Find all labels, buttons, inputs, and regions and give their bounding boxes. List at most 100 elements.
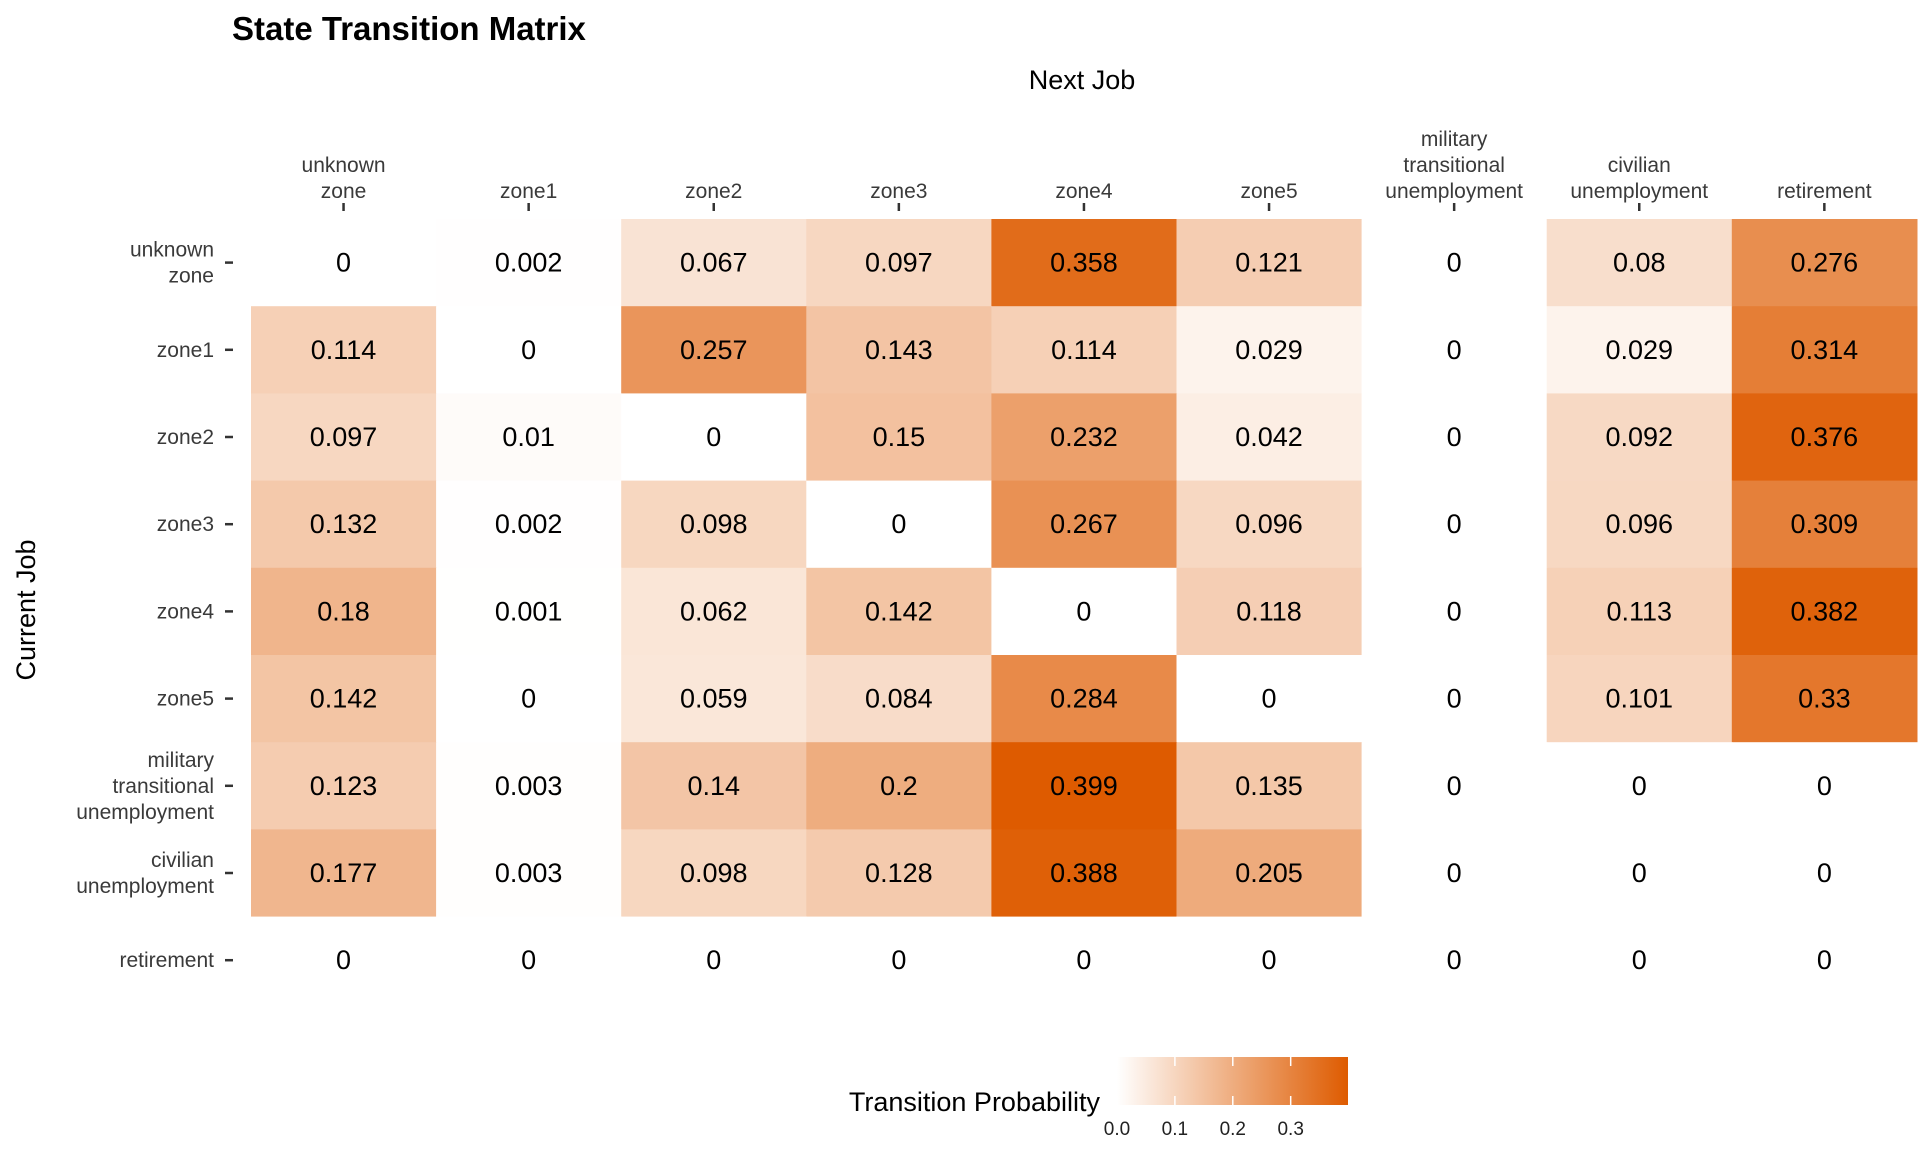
heatmap-cell — [436, 742, 622, 830]
heatmap-cell — [806, 742, 992, 830]
cell-value-label: 0 — [336, 945, 351, 975]
cell-value-label: 0 — [1447, 596, 1462, 626]
cell-value-label: 0 — [1817, 858, 1832, 888]
cell-value-label: 0.062 — [680, 596, 748, 626]
cell-value-label: 0 — [1076, 596, 1091, 626]
y-tick-label: military transitional unemployment — [76, 749, 214, 824]
y-tick-label: zone4 — [157, 600, 215, 623]
heatmap-cell — [806, 655, 992, 743]
heatmap-cell — [1546, 655, 1733, 743]
heatmap-cell — [1176, 742, 1363, 830]
cell-value-label: 0 — [891, 509, 906, 539]
heatmap-cell — [991, 916, 1178, 1005]
heatmap-cell — [1176, 567, 1363, 656]
cell-value-label: 0.276 — [1791, 248, 1859, 278]
cell-value-label: 0.135 — [1235, 771, 1303, 801]
heatmap-cell — [1176, 829, 1363, 918]
heatmap-cell — [251, 742, 437, 830]
cell-value-label: 0.382 — [1791, 596, 1859, 626]
heatmap-cell — [251, 219, 437, 307]
cell-value-label: 0.01 — [502, 422, 555, 452]
heatmap-cell — [1176, 306, 1363, 394]
heatmap-cell — [991, 829, 1178, 918]
heatmap-cell — [1731, 829, 1918, 918]
cell-value-label: 0.309 — [1791, 509, 1859, 539]
x-tick-label: zone5 — [1240, 180, 1297, 203]
heatmap-cell — [436, 393, 622, 482]
heatmap-cell — [991, 655, 1178, 743]
cell-value-label: 0.33 — [1798, 684, 1851, 714]
cell-value-label: 0.132 — [310, 509, 378, 539]
cell-value-label: 0.142 — [310, 684, 378, 714]
heatmap-cell — [1731, 567, 1918, 656]
cell-value-label: 0 — [1447, 684, 1462, 714]
cell-value-label: 0.097 — [865, 248, 933, 278]
heatmap-cell — [1546, 219, 1733, 307]
heatmap-cell — [1731, 916, 1918, 1005]
cell-value-label: 0.121 — [1235, 248, 1303, 278]
heatmap-cell — [1731, 219, 1918, 307]
heatmap-cell — [806, 567, 992, 656]
x-tick-label: zone3 — [870, 180, 927, 203]
cell-value-label: 0.2 — [880, 771, 918, 801]
cell-value-label: 0 — [336, 248, 351, 278]
x-tick-label: retirement — [1777, 180, 1872, 203]
heatmap-cell — [251, 916, 437, 1005]
x-tick-label: unknown zone — [302, 154, 386, 203]
cell-value-label: 0 — [1447, 771, 1462, 801]
y-tick-label: zone3 — [157, 513, 214, 536]
heatmap-cell — [251, 480, 437, 569]
x-tick-label: zone4 — [1055, 180, 1113, 203]
legend: Transition Probability 0.0 0.1 0.2 0.3 — [849, 1057, 1348, 1140]
cell-value-label: 0.098 — [680, 509, 748, 539]
cell-value-label: 0 — [521, 945, 536, 975]
heatmap-cell — [436, 219, 622, 307]
legend-tick-label: 0.0 — [1104, 1119, 1130, 1140]
heatmap-cell — [1176, 655, 1363, 743]
heatmap-cell — [251, 393, 437, 482]
cell-value-label: 0 — [1817, 945, 1832, 975]
cell-value-label: 0.113 — [1606, 596, 1672, 626]
y-tick-label: zone2 — [157, 426, 214, 449]
cell-value-label: 0.18 — [317, 596, 370, 626]
heatmap-cell — [1361, 742, 1548, 830]
y-axis-title: Current Job — [11, 539, 41, 680]
cell-value-label: 0.205 — [1235, 858, 1303, 888]
cell-value-label: 0 — [521, 684, 536, 714]
heatmap-cell — [1546, 306, 1733, 394]
cell-value-label: 0.232 — [1050, 422, 1118, 452]
cell-value-label: 0 — [1817, 771, 1832, 801]
cell-value-label: 0 — [1632, 945, 1647, 975]
heatmap-cell — [806, 916, 992, 1005]
cell-value-label: 0 — [1447, 858, 1462, 888]
cell-value-label: 0 — [521, 335, 536, 365]
cell-value-label: 0.002 — [495, 509, 563, 539]
heatmap-cell — [1731, 655, 1918, 743]
x-axis-title: Next Job — [1029, 65, 1136, 95]
heatmap-cell — [251, 829, 437, 918]
heatmap-cell — [806, 829, 992, 918]
cell-value-label: 0.257 — [680, 335, 748, 365]
cell-value-label: 0.358 — [1050, 248, 1118, 278]
cell-value-label: 0 — [1076, 945, 1091, 975]
cell-value-label: 0 — [1262, 945, 1277, 975]
heatmap-cell — [1546, 393, 1733, 482]
cell-value-label: 0.059 — [680, 684, 748, 714]
cell-value-label: 0.096 — [1235, 509, 1303, 539]
heatmap-cell — [1361, 655, 1548, 743]
heatmap-cell — [1731, 306, 1918, 394]
x-tick-label: civilian unemployment — [1570, 154, 1708, 203]
heatmap-cell — [1361, 480, 1548, 569]
cell-value-label: 0.142 — [865, 596, 933, 626]
heatmap-cell — [1176, 219, 1363, 307]
heatmap-cell — [621, 306, 807, 394]
heatmap-cell — [806, 393, 992, 482]
heatmap-cell — [806, 306, 992, 394]
cell-value-label: 0 — [1447, 509, 1462, 539]
cell-value-label: 0.399 — [1050, 771, 1118, 801]
cell-value-label: 0.029 — [1235, 335, 1303, 365]
heatmap-cell — [1546, 567, 1733, 656]
heatmap-cell — [991, 306, 1178, 394]
heatmap-cell — [621, 916, 807, 1005]
cell-value-label: 0.376 — [1791, 422, 1859, 452]
